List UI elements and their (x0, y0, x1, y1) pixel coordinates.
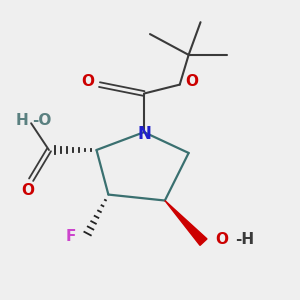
Text: H: H (15, 113, 28, 128)
Text: -O: -O (33, 113, 52, 128)
Text: -H: -H (235, 232, 254, 247)
Text: O: O (185, 74, 198, 89)
Text: O: O (22, 183, 34, 198)
Text: F: F (65, 229, 76, 244)
Text: N: N (137, 125, 151, 143)
Text: O: O (81, 74, 94, 89)
Text: O: O (215, 232, 228, 247)
Polygon shape (165, 200, 207, 245)
